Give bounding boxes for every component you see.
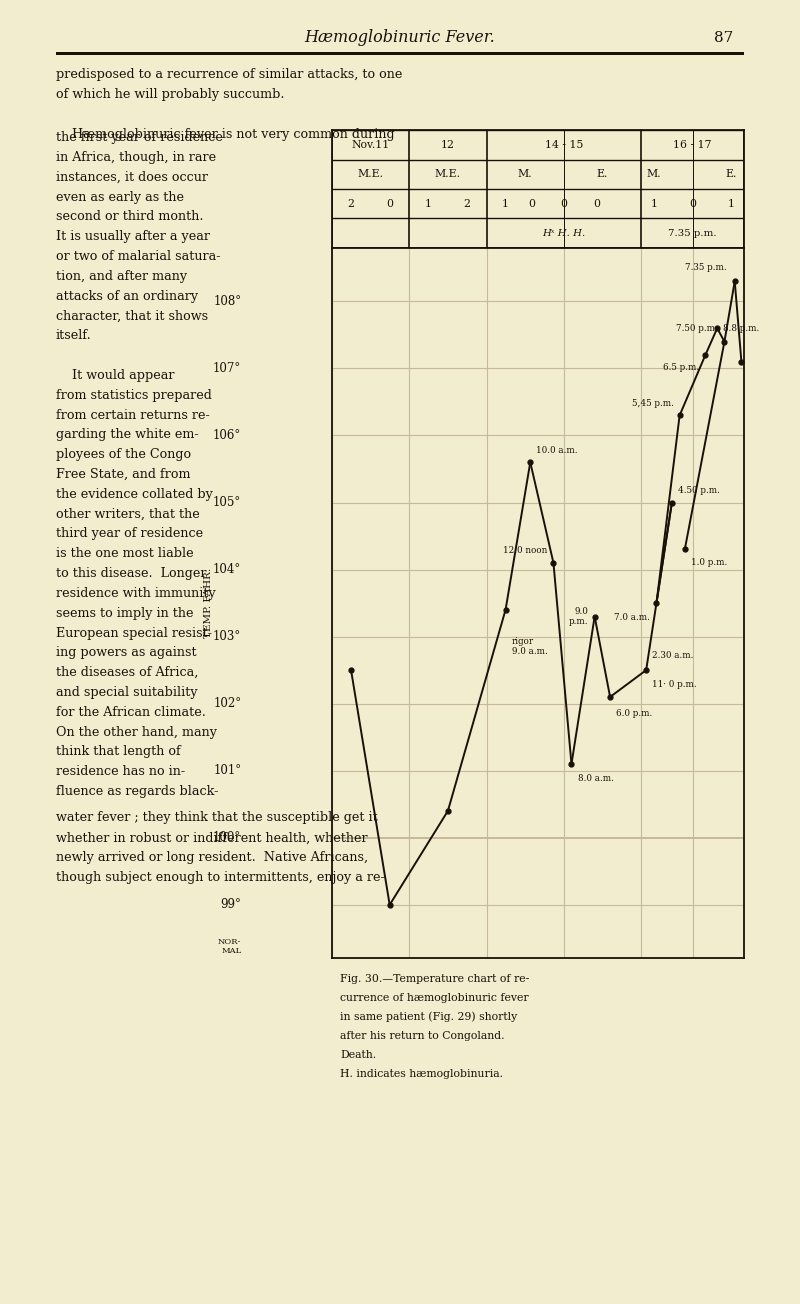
Text: tion, and after many: tion, and after many bbox=[56, 270, 187, 283]
Text: 12.0 noon: 12.0 noon bbox=[503, 546, 547, 556]
Text: even as early as the: even as early as the bbox=[56, 190, 184, 203]
Text: 87: 87 bbox=[714, 31, 734, 44]
Text: 2.30 a.m.: 2.30 a.m. bbox=[652, 651, 694, 660]
Text: in same patient (Fig. 29) shortly: in same patient (Fig. 29) shortly bbox=[340, 1012, 518, 1022]
Text: E.: E. bbox=[597, 170, 608, 180]
Text: M.E.: M.E. bbox=[358, 170, 384, 180]
Text: 10.0 a.m.: 10.0 a.m. bbox=[537, 446, 578, 455]
Text: TEMP. FAHR.: TEMP. FAHR. bbox=[204, 569, 213, 638]
Text: the evidence collated by: the evidence collated by bbox=[56, 488, 213, 501]
Text: Hˣ H. H.: Hˣ H. H. bbox=[542, 228, 586, 237]
Text: 11· 0 p.m.: 11· 0 p.m. bbox=[652, 681, 697, 690]
Text: of which he will probably succumb.: of which he will probably succumb. bbox=[56, 89, 285, 100]
Text: ing powers as against: ing powers as against bbox=[56, 647, 197, 660]
Text: 99°: 99° bbox=[221, 898, 242, 911]
Text: 1: 1 bbox=[728, 198, 734, 209]
Text: Fig. 30.—Temperature chart of re-: Fig. 30.—Temperature chart of re- bbox=[340, 974, 530, 985]
Text: NOR-
MAL: NOR- MAL bbox=[218, 938, 242, 955]
Text: Death.: Death. bbox=[340, 1050, 376, 1060]
Text: attacks of an ordinary: attacks of an ordinary bbox=[56, 289, 198, 303]
Text: though subject enough to intermittents, enjoy a re-: though subject enough to intermittents, … bbox=[56, 871, 385, 884]
Text: water fever ; they think that the susceptible get it: water fever ; they think that the suscep… bbox=[56, 811, 378, 824]
Text: Free State, and from: Free State, and from bbox=[56, 468, 190, 481]
Text: rigor
9.0 a.m.: rigor 9.0 a.m. bbox=[512, 636, 547, 656]
Text: Hæmoglobinuric fever is not very common during: Hæmoglobinuric fever is not very common … bbox=[56, 128, 394, 141]
Text: 4.50 p.m.: 4.50 p.m. bbox=[678, 486, 720, 496]
Text: 0: 0 bbox=[386, 198, 393, 209]
Text: from certain returns re-: from certain returns re- bbox=[56, 408, 210, 421]
Text: Nov.11: Nov.11 bbox=[351, 140, 390, 150]
Text: whether in robust or indifferent health, whether: whether in robust or indifferent health,… bbox=[56, 832, 368, 844]
Text: think that length of: think that length of bbox=[56, 746, 181, 759]
Text: 102°: 102° bbox=[214, 698, 242, 711]
Text: 12: 12 bbox=[441, 140, 455, 150]
Text: 108°: 108° bbox=[214, 295, 242, 308]
Text: the diseases of Africa,: the diseases of Africa, bbox=[56, 666, 198, 679]
Text: On the other hand, many: On the other hand, many bbox=[56, 725, 217, 738]
Text: second or third month.: second or third month. bbox=[56, 210, 203, 223]
Text: third year of residence: third year of residence bbox=[56, 528, 203, 540]
Text: fluence as regards black-: fluence as regards black- bbox=[56, 785, 218, 798]
Text: 16 - 17: 16 - 17 bbox=[674, 140, 712, 150]
Text: 2: 2 bbox=[463, 198, 470, 209]
Text: 0: 0 bbox=[528, 198, 535, 209]
Text: 8.0 a.m.: 8.0 a.m. bbox=[578, 775, 614, 784]
Text: itself.: itself. bbox=[56, 330, 92, 342]
Text: 14 - 15: 14 - 15 bbox=[545, 140, 583, 150]
Text: H. indicates hæmoglobinuria.: H. indicates hæmoglobinuria. bbox=[340, 1069, 503, 1078]
Text: 0: 0 bbox=[689, 198, 696, 209]
Text: is the one most liable: is the one most liable bbox=[56, 548, 194, 561]
Text: currence of hæmoglobinuric fever: currence of hæmoglobinuric fever bbox=[340, 994, 529, 1003]
Text: instances, it does occur: instances, it does occur bbox=[56, 171, 208, 184]
Text: or two of malarial satura-: or two of malarial satura- bbox=[56, 250, 221, 263]
Text: M.: M. bbox=[518, 170, 533, 180]
Text: seems to imply in the: seems to imply in the bbox=[56, 606, 194, 619]
Text: 2: 2 bbox=[347, 198, 354, 209]
Text: Hæmoglobinuric Fever.: Hæmoglobinuric Fever. bbox=[305, 29, 495, 47]
Text: 7.50 p.m.: 7.50 p.m. bbox=[677, 323, 718, 333]
Text: 5,45 p.m.: 5,45 p.m. bbox=[631, 399, 674, 408]
Text: 103°: 103° bbox=[213, 630, 242, 643]
Text: garding the white em-: garding the white em- bbox=[56, 428, 198, 441]
Text: 101°: 101° bbox=[214, 764, 242, 777]
Text: 105°: 105° bbox=[213, 496, 242, 509]
Text: predisposed to a recurrence of similar attacks, to one: predisposed to a recurrence of similar a… bbox=[56, 68, 402, 81]
Text: 8.8 p.m.: 8.8 p.m. bbox=[723, 323, 760, 333]
Text: 7.35 p.m.: 7.35 p.m. bbox=[686, 263, 727, 273]
Text: 100°: 100° bbox=[213, 831, 242, 844]
Text: 7.35 p.m.: 7.35 p.m. bbox=[668, 228, 717, 237]
Text: to this disease.  Longer: to this disease. Longer bbox=[56, 567, 206, 580]
Text: character, that it shows: character, that it shows bbox=[56, 309, 208, 322]
Text: E.: E. bbox=[726, 170, 737, 180]
Text: residence with immunity: residence with immunity bbox=[56, 587, 216, 600]
Text: 1.0 p.m.: 1.0 p.m. bbox=[691, 558, 727, 567]
Text: 9.0
p.m.: 9.0 p.m. bbox=[569, 606, 589, 626]
Text: 0: 0 bbox=[594, 198, 601, 209]
Text: 1: 1 bbox=[502, 198, 509, 209]
Text: M.E.: M.E. bbox=[435, 170, 461, 180]
Text: after his return to Congoland.: after his return to Congoland. bbox=[340, 1030, 505, 1041]
Text: from statistics prepared: from statistics prepared bbox=[56, 389, 212, 402]
Text: other writers, that the: other writers, that the bbox=[56, 507, 200, 520]
Text: European special resist-: European special resist- bbox=[56, 627, 212, 639]
Text: for the African climate.: for the African climate. bbox=[56, 705, 206, 719]
Text: 104°: 104° bbox=[213, 563, 242, 576]
Text: residence has no in-: residence has no in- bbox=[56, 765, 185, 778]
Text: M.: M. bbox=[646, 170, 661, 180]
Text: in Africa, though, in rare: in Africa, though, in rare bbox=[56, 151, 216, 164]
Text: It would appear: It would appear bbox=[56, 369, 174, 382]
Text: 107°: 107° bbox=[213, 363, 242, 376]
Text: ployees of the Congo: ployees of the Congo bbox=[56, 449, 191, 462]
Text: 6.5 p.m.: 6.5 p.m. bbox=[663, 363, 699, 372]
Text: newly arrived or long resident.  Native Africans,: newly arrived or long resident. Native A… bbox=[56, 852, 368, 865]
Text: the first year of residence: the first year of residence bbox=[56, 132, 223, 143]
Text: 7.0 a.m.: 7.0 a.m. bbox=[614, 613, 650, 622]
Text: 1: 1 bbox=[650, 198, 658, 209]
Text: 106°: 106° bbox=[213, 429, 242, 442]
Text: 6.0 p.m.: 6.0 p.m. bbox=[616, 709, 653, 719]
Text: and special suitability: and special suitability bbox=[56, 686, 198, 699]
Text: 0: 0 bbox=[560, 198, 567, 209]
Text: 1: 1 bbox=[425, 198, 432, 209]
Text: It is usually after a year: It is usually after a year bbox=[56, 230, 210, 243]
